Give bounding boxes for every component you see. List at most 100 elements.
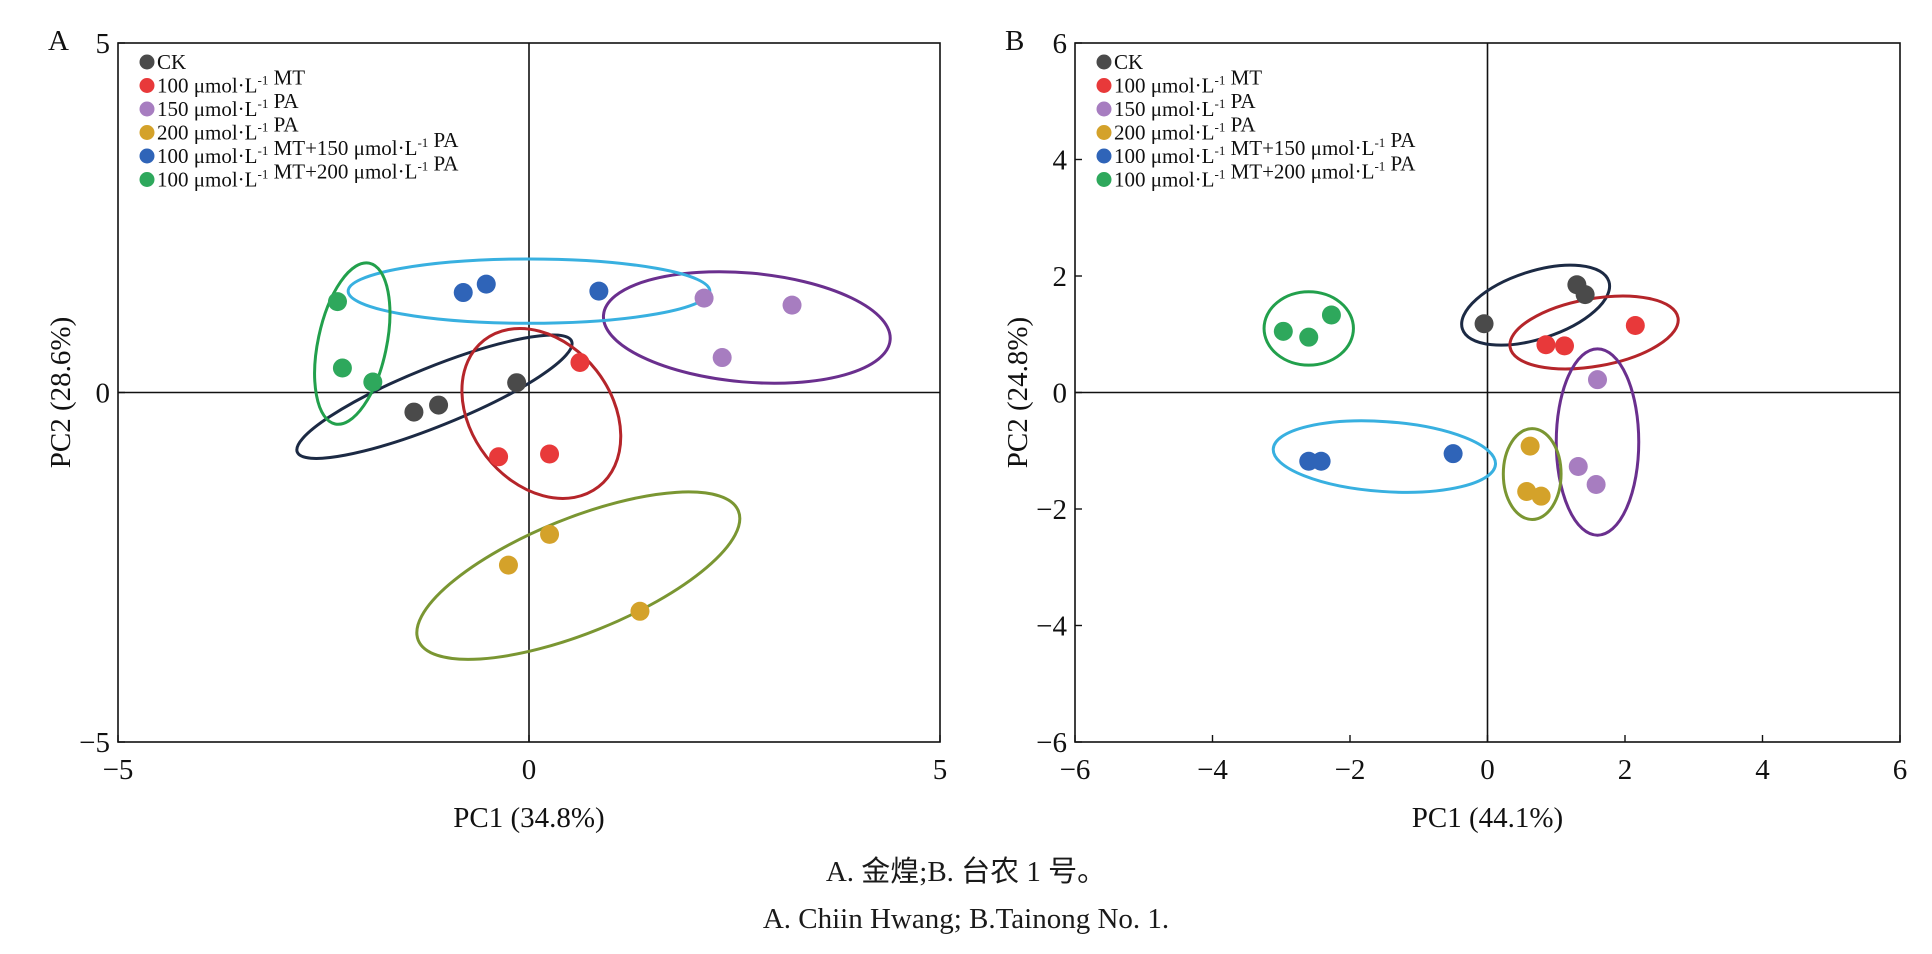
legend-label: 100 μmol·L-1 MT: [157, 66, 305, 98]
legend-label-superscript: -1: [417, 159, 428, 174]
legend-label-superscript: -1: [258, 73, 269, 88]
legend-label: 100 μmol·L-1 MT: [1114, 66, 1262, 98]
legend-label-text: PA: [1225, 113, 1256, 137]
legend-label-superscript: -1: [1374, 135, 1385, 150]
data-point: [476, 274, 496, 294]
legend-label-text: PA: [1385, 152, 1416, 176]
legend-label-superscript: -1: [258, 143, 269, 158]
legend-marker: [139, 78, 155, 93]
confidence-ellipse: [1271, 419, 1498, 494]
data-point: [540, 444, 560, 464]
legend-marker: [1096, 101, 1112, 117]
data-point: [498, 555, 518, 575]
panel-b: −6 −4 −2 0 2 4 6 −6 −4 −2 0 2 4 6 PC1 (44.1%) PC2 (24.8…: [1002, 25, 1907, 834]
confidence-ellipse: [460, 327, 623, 500]
y-tick-label: −2: [1036, 494, 1067, 526]
legend-label-text: PA: [268, 89, 299, 113]
legend-label-text: 150 μmol·L: [1114, 97, 1215, 121]
data-point: [429, 395, 449, 415]
figure-caption-english: A. Chiin Hwang; B.Tainong No. 1.: [762, 903, 1170, 935]
legend-label-superscript: -1: [258, 120, 269, 135]
x-tick-label: 2: [1618, 754, 1633, 786]
legend-label-text: MT+150 μmol·L: [268, 136, 417, 160]
confidence-ellipse: [1262, 290, 1355, 367]
legend-label-text: MT: [268, 66, 305, 90]
x-tick-label: −2: [1335, 754, 1366, 786]
y-tick-label: 6: [1053, 28, 1068, 60]
data-point: [1311, 451, 1331, 471]
panel-label: B: [1005, 25, 1024, 57]
data-point: [1588, 370, 1607, 390]
data-point: [1520, 436, 1540, 456]
data-point: [712, 348, 732, 368]
confidence-ellipse: [1508, 294, 1680, 371]
data-point: [1443, 444, 1463, 464]
legend-label: 100 μmol·L-1 MT+200 μmol·L-1 PA: [157, 152, 459, 192]
x-tick-label: 0: [1480, 754, 1495, 786]
legend-label-superscript: -1: [258, 167, 269, 182]
x-tick-label: 5: [933, 754, 948, 786]
confidence-ellipse: [313, 261, 392, 426]
data-point: [694, 288, 714, 308]
data-point: [363, 372, 383, 392]
y-tick-label: 4: [1053, 145, 1068, 177]
confidence-ellipse: [415, 490, 742, 661]
data-point: [1517, 482, 1537, 502]
data-point: [1299, 327, 1319, 347]
legend-label-text: 200 μmol·L: [1114, 121, 1215, 145]
legend-label-text: 100 μmol·L: [157, 144, 258, 168]
y-tick-label: 0: [96, 378, 111, 410]
legend-label-text: 100 μmol·L: [1114, 74, 1215, 98]
legend-label-text: 100 μmol·L: [1114, 168, 1215, 192]
y-tick-label: 5: [96, 28, 111, 60]
data-point: [589, 281, 609, 301]
legend-label-text: CK: [1114, 50, 1143, 74]
legend-label-text: 100 μmol·L: [157, 168, 258, 192]
data-point: [453, 283, 473, 303]
y-tick-label: −4: [1036, 611, 1067, 643]
x-tick-label: 6: [1893, 754, 1908, 786]
legend-label-text: PA: [1385, 128, 1416, 152]
x-tick-label: 0: [522, 754, 537, 786]
legend-label-superscript: -1: [1215, 143, 1226, 158]
data-point: [507, 373, 527, 393]
legend-marker: [1096, 78, 1112, 93]
data-point: [1536, 335, 1556, 355]
legend-label-text: PA: [428, 128, 459, 152]
legend-label-text: PA: [1225, 89, 1256, 113]
y-tick-label: −6: [1036, 727, 1067, 759]
y-tick-label: −5: [79, 727, 110, 759]
data-point: [1273, 321, 1293, 341]
legend-label: 100 μmol·L-1 MT+200 μmol·L-1 PA: [1114, 152, 1416, 192]
data-point: [1586, 475, 1606, 495]
legend-label-text: PA: [268, 113, 299, 137]
data-point: [1321, 305, 1341, 325]
legend-label-text: 100 μmol·L: [1114, 144, 1215, 168]
x-tick-label: −5: [103, 754, 134, 786]
data-point: [570, 352, 590, 372]
x-tick-label: −6: [1060, 754, 1091, 786]
legend-label: 100 μmol·L-1 MT+150 μmol·L-1 PA: [157, 128, 459, 168]
y-axis-label: PC2 (24.8%): [1002, 317, 1034, 468]
legend-marker: [1096, 148, 1112, 164]
legend-marker: [139, 172, 155, 187]
x-axis-label: PC1 (44.1%): [1412, 802, 1563, 834]
legend-label: 150 μmol·L-1 PA: [1114, 89, 1256, 121]
legend-label-superscript: -1: [1215, 73, 1226, 88]
data-point: [1575, 285, 1595, 305]
legend-label-text: MT+200 μmol·L: [268, 160, 417, 184]
legend-label-text: CK: [157, 50, 186, 74]
legend-label-superscript: -1: [258, 96, 269, 111]
y-tick-label: 2: [1053, 261, 1068, 293]
panel-label: A: [48, 25, 69, 57]
data-point: [1555, 336, 1574, 356]
legend-label-superscript: -1: [1374, 159, 1385, 174]
data-point: [1625, 316, 1645, 336]
legend-marker: [1096, 172, 1112, 187]
data-point: [1474, 314, 1494, 334]
legend-label-text: MT: [1225, 66, 1262, 90]
legend-label: 100 μmol·L-1 MT+150 μmol·L-1 PA: [1114, 128, 1416, 168]
confidence-ellipse: [1460, 263, 1612, 347]
